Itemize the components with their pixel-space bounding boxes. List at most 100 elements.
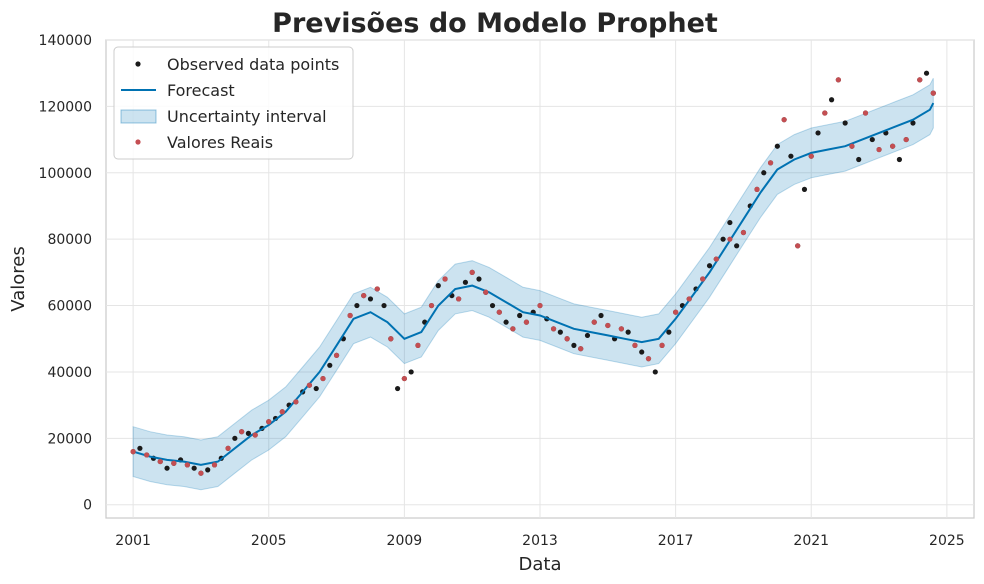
y-tick-label: 120000 <box>39 99 92 115</box>
observed-point <box>720 236 726 242</box>
observed-point <box>734 243 740 249</box>
actual-value-point <box>578 346 584 352</box>
actual-value-point <box>890 143 896 149</box>
observed-point <box>517 312 523 319</box>
y-tick-label: 40000 <box>47 365 92 381</box>
actual-value-point <box>903 136 909 143</box>
actual-value-point <box>781 117 787 123</box>
observed-point <box>191 465 197 471</box>
observed-point <box>788 153 794 159</box>
y-tick-label: 0 <box>83 498 92 514</box>
actual-value-point <box>239 429 245 435</box>
actual-value-point <box>198 470 204 476</box>
actual-value-point <box>727 236 733 242</box>
observed-point <box>503 319 509 325</box>
y-tick-label: 140000 <box>39 33 92 49</box>
observed-point <box>761 170 767 176</box>
legend-actual-label: Valores Reais <box>167 133 273 152</box>
actual-value-point <box>374 286 380 292</box>
observed-point <box>313 385 319 392</box>
observed-point <box>856 156 862 163</box>
observed-point <box>896 156 903 163</box>
observed-point <box>245 430 252 436</box>
x-tick-label: 2017 <box>658 533 694 549</box>
observed-point <box>164 465 170 471</box>
legend-forecast-label: Forecast <box>167 81 235 100</box>
actual-value-point <box>862 110 869 116</box>
uncertainty-interval-area <box>132 77 934 491</box>
observed-point <box>815 130 821 136</box>
x-tick-label: 2009 <box>387 533 423 549</box>
x-tick-label: 2005 <box>251 533 287 549</box>
actual-value-point <box>645 356 652 362</box>
observed-point <box>408 369 414 375</box>
actual-value-point <box>632 342 638 348</box>
actual-value-point <box>171 460 177 466</box>
observed-point <box>842 120 848 126</box>
y-axis-label: Valores <box>8 246 29 311</box>
actual-value-point <box>496 309 502 315</box>
actual-value-point <box>130 449 136 455</box>
actual-value-point <box>469 269 475 275</box>
observed-point <box>381 302 387 309</box>
legend-box <box>113 46 354 160</box>
actual-value-point <box>605 322 611 329</box>
observed-point <box>774 143 780 149</box>
forecast-line-layer <box>132 102 935 466</box>
actual-value-point <box>930 90 936 96</box>
observed-point <box>476 276 482 282</box>
actual-value-point <box>795 243 801 249</box>
observed-point <box>639 349 645 355</box>
actual-value-point <box>279 409 285 415</box>
forecast-line <box>132 102 935 466</box>
actual-value-point <box>523 319 530 325</box>
observed-point <box>625 329 631 335</box>
legend-observed-marker <box>135 61 141 67</box>
actual-value-point <box>849 143 855 149</box>
actual-value-point <box>550 326 557 332</box>
x-tick-label: 2025 <box>929 533 965 549</box>
actual-value-point <box>510 326 516 332</box>
actual-value-point <box>456 296 462 302</box>
observed-point <box>706 263 713 269</box>
legend-uncertainty-label: Uncertainty interval <box>167 107 327 126</box>
actual-value-point <box>306 382 313 388</box>
actual-value-point <box>659 342 665 348</box>
observed-point <box>727 219 733 226</box>
observed-point <box>828 97 835 103</box>
observed-point <box>584 332 591 339</box>
actual-values-points <box>130 77 936 476</box>
y-tick-label: 20000 <box>47 431 92 447</box>
observed-point <box>557 329 563 335</box>
observed-point <box>205 467 211 473</box>
actual-value-point <box>564 336 570 342</box>
actual-value-point <box>754 186 760 192</box>
observed-point <box>923 70 930 76</box>
actual-value-point <box>415 342 421 348</box>
actual-value-point <box>388 336 394 342</box>
observed-point <box>327 362 333 368</box>
observed-point <box>435 283 441 289</box>
actual-value-point <box>252 432 258 438</box>
actual-value-point <box>767 160 774 166</box>
legend-actual-marker <box>135 139 141 145</box>
actual-value-point <box>700 276 706 282</box>
observed-point <box>137 445 143 451</box>
actual-value-point <box>591 319 597 325</box>
actual-value-point <box>401 375 407 382</box>
legend: Observed data points Forecast Uncertaint… <box>113 46 354 160</box>
observed-point <box>489 302 496 309</box>
actual-value-point <box>157 458 163 465</box>
actual-value-point <box>361 292 367 299</box>
actual-value-point <box>144 452 150 458</box>
observed-point <box>598 312 604 319</box>
observed-point <box>666 329 672 335</box>
uncertainty-band <box>132 77 934 491</box>
legend-uncertainty-swatch <box>120 109 157 124</box>
actual-value-point <box>293 399 299 405</box>
x-tick-label: 2001 <box>115 533 151 549</box>
observed-point <box>910 120 916 126</box>
y-tick-label: 60000 <box>47 299 92 315</box>
actual-value-point <box>428 302 435 309</box>
